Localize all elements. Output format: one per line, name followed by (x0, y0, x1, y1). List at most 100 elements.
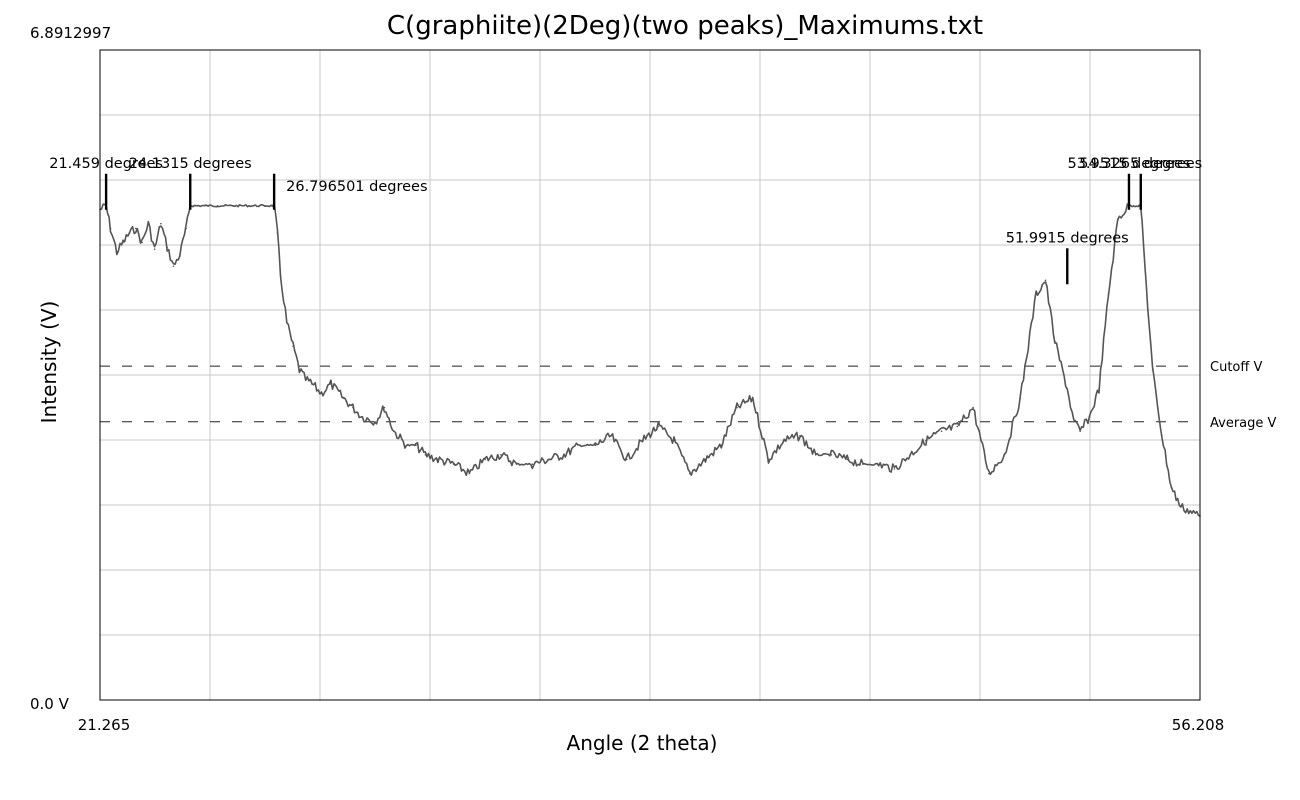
data-point (1132, 204, 1135, 207)
data-point (194, 204, 197, 207)
data-point (279, 274, 282, 277)
data-point (1003, 453, 1006, 456)
data-point (311, 383, 313, 385)
data-point (263, 204, 266, 207)
data-point (109, 227, 112, 230)
chart-title: C(graphiite)(2Deg)(two peaks)_Maximums.t… (387, 11, 983, 41)
data-point (563, 453, 565, 456)
data-point (1066, 387, 1069, 390)
data-point (484, 458, 486, 461)
data-point (594, 444, 597, 447)
peak-label: 53.9515 degrees (1067, 156, 1190, 172)
data-point (1088, 416, 1091, 418)
data-point (128, 232, 131, 234)
data-point (116, 251, 118, 253)
peak-label: 21.459 degrees (49, 156, 163, 172)
data-point (736, 406, 738, 409)
data-point (846, 458, 848, 461)
data-point (925, 439, 927, 442)
data-point (909, 453, 911, 456)
data-point (361, 416, 364, 418)
x-max-label: 56.208 (1172, 716, 1225, 734)
data-point (1117, 218, 1119, 220)
data-point (1107, 293, 1110, 296)
series-line (99, 202, 1201, 517)
data-point (179, 254, 181, 256)
data-point (751, 397, 754, 399)
reference-lines: Cutoff V Average V (100, 360, 1277, 431)
peak-label: 26.796501 degrees (286, 179, 427, 195)
data-point (657, 425, 660, 428)
data-point (688, 472, 691, 475)
data-point (393, 430, 395, 432)
data-point (1079, 430, 1081, 432)
data-point (704, 458, 707, 461)
data-point (153, 248, 156, 250)
data-point (1054, 340, 1056, 343)
data-point (216, 204, 219, 207)
data-point (141, 241, 143, 244)
data-point (1044, 279, 1047, 282)
data-point (172, 265, 175, 267)
data-point (424, 453, 427, 456)
data-point (437, 458, 439, 461)
data-point (1073, 420, 1075, 423)
data-point (814, 453, 817, 456)
data-point (452, 463, 455, 465)
data-point (134, 227, 137, 230)
data-point (374, 420, 376, 423)
data-point (468, 472, 471, 475)
data-point (1019, 397, 1022, 399)
plot-frame (99, 49, 1201, 701)
data-point (626, 458, 628, 461)
reference-line-label-1: Average V (1210, 416, 1277, 431)
data-point (783, 439, 786, 442)
data-point (1145, 284, 1148, 286)
data-point (610, 435, 612, 437)
data-point (415, 444, 417, 447)
data-point (147, 222, 150, 225)
peak-label: 51.9915 degrees (1006, 230, 1129, 246)
data-point (342, 397, 345, 399)
x-axis-label: Angle (2 theta) (567, 731, 718, 755)
data-point (286, 321, 288, 324)
reference-line-label-0: Cutoff V (1210, 360, 1262, 375)
x-min-label: 21.265 (78, 716, 131, 734)
data-point (830, 453, 833, 456)
data-point (405, 444, 408, 447)
data-point (862, 463, 864, 465)
data-point (531, 463, 534, 465)
data-point (232, 204, 235, 207)
data-point (204, 204, 206, 207)
y-min-label: 0.0 V (30, 695, 70, 713)
data-point (720, 444, 723, 447)
data-point (1180, 505, 1182, 508)
data-point (877, 463, 880, 465)
data-point (641, 439, 644, 442)
data-point (767, 458, 770, 461)
data-point (248, 204, 250, 207)
data-point (893, 468, 896, 470)
data-point (673, 439, 675, 442)
data-point (122, 241, 124, 244)
y-axis-label: Intensity (V) (37, 301, 61, 424)
data-point (500, 453, 502, 456)
data-point (578, 444, 581, 447)
data-point (1161, 435, 1163, 437)
grid (100, 50, 1200, 700)
data-point (956, 425, 959, 428)
data-point (166, 246, 169, 249)
data-point (298, 369, 301, 371)
series-layer (99, 202, 1201, 517)
data-point (1151, 369, 1154, 371)
data-point (1035, 293, 1037, 296)
data-point (292, 345, 294, 348)
data-point (515, 463, 518, 465)
data-point (330, 383, 332, 385)
peak-label: 54.3265 degrees (1079, 156, 1202, 172)
data-point (185, 227, 187, 230)
data-point (972, 406, 974, 409)
data-point (160, 222, 162, 225)
